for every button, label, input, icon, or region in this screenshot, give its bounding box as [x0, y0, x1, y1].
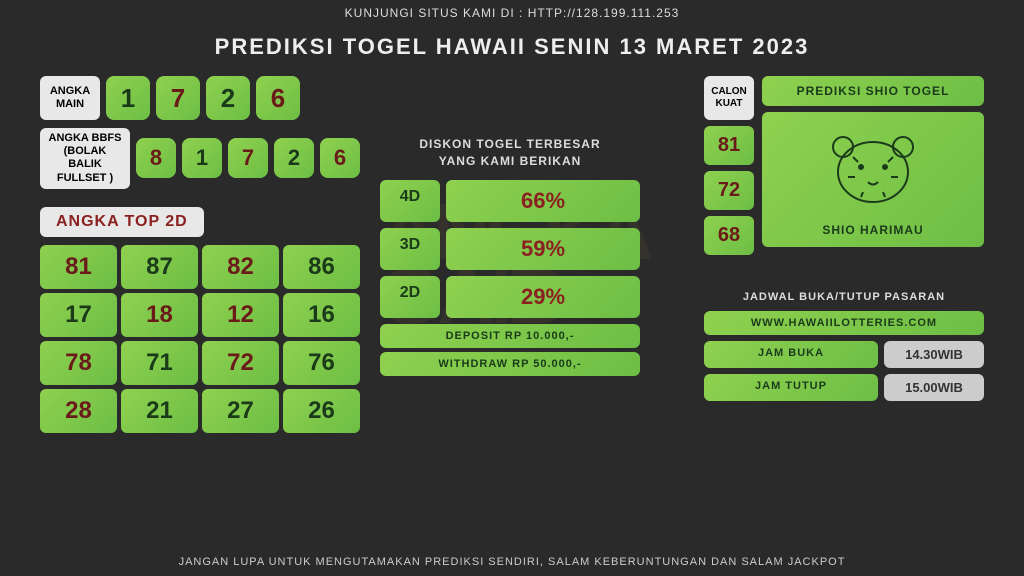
angka-main-row: ANGKA MAIN 1726 [40, 76, 360, 120]
calon-row: CALON KUAT 81 72 68 PREDIKSI SHIO TOGEL SH… [704, 76, 984, 261]
bbfs-ball: 6 [320, 138, 360, 178]
shio-title: PREDIKSI SHIO TOGEL [762, 76, 984, 106]
main-container: ANGKA MAIN 1726 ANGKA BBFS (BOLAK BALIK … [0, 76, 1024, 433]
diskon-key: 4D [380, 180, 440, 222]
top2d-cell: 27 [202, 389, 279, 433]
top2d-cell: 17 [40, 293, 117, 337]
jadwal-title: JADWAL BUKA/TUTUP PASARAN [704, 291, 984, 303]
footer: JANGAN LUPA UNTUK MENGUTAMAKAN PREDIKSI … [0, 556, 1024, 568]
top2d-cell: 18 [121, 293, 198, 337]
angka-bbfs-row: ANGKA BBFS (BOLAK BALIK FULLSET ) 81726 [40, 128, 360, 189]
top2d-cell: 76 [283, 341, 360, 385]
jam-buka-row: JAM BUKA 14.30WIB [704, 341, 984, 368]
angka-main-ball: 2 [206, 76, 250, 120]
top2d-cell: 86 [283, 245, 360, 289]
right-column: CALON KUAT 81 72 68 PREDIKSI SHIO TOGEL SH… [704, 76, 984, 433]
jam-tutup-label: JAM TUTUP [704, 374, 878, 401]
page-title: PREDIKSI TOGEL HAWAII SENIN 13 MARET 202… [0, 26, 1024, 76]
shio-name: SHIO HARIMAU [772, 223, 974, 237]
top-bar: KUNJUNGI SITUS KAMI DI : HTTP://128.199.… [0, 0, 1024, 26]
tiger-icon [813, 122, 933, 212]
bbfs-ball: 1 [182, 138, 222, 178]
bbfs-ball: 7 [228, 138, 268, 178]
top2d-cell: 16 [283, 293, 360, 337]
top2d-cell: 28 [40, 389, 117, 433]
diskon-value: 59% [446, 228, 640, 270]
angka-main-ball: 6 [256, 76, 300, 120]
top2d-label: ANGKA TOP 2D [40, 207, 204, 237]
calon-number: 72 [704, 171, 754, 210]
site-box: WWW.HAWAIILOTTERIES.COM [704, 311, 984, 335]
bbfs-ball: 8 [136, 138, 176, 178]
middle-column: DISKON TOGEL TERBESARYANG KAMI BERIKAN 4… [380, 76, 640, 433]
left-column: ANGKA MAIN 1726 ANGKA BBFS (BOLAK BALIK … [40, 76, 360, 433]
diskon-value: 66% [446, 180, 640, 222]
top2d-cell: 78 [40, 341, 117, 385]
top2d-cell: 87 [121, 245, 198, 289]
jam-tutup-row: JAM TUTUP 15.00WIB [704, 374, 984, 401]
withdraw-row: WITHDRAW RP 50.000,- [380, 352, 640, 376]
jam-buka-label: JAM BUKA [704, 341, 878, 368]
top2d-cell: 72 [202, 341, 279, 385]
diskon-key: 2D [380, 276, 440, 318]
diskon-title: DISKON TOGEL TERBESARYANG KAMI BERIKAN [380, 136, 640, 170]
deposit-row: DEPOSIT RP 10.000,- [380, 324, 640, 348]
calon-number: 81 [704, 126, 754, 165]
angka-main-label: ANGKA MAIN [40, 76, 100, 120]
angka-main-ball: 1 [106, 76, 150, 120]
top2d-cell: 82 [202, 245, 279, 289]
top2d-cell: 81 [40, 245, 117, 289]
top2d-cell: 26 [283, 389, 360, 433]
diskon-key: 3D [380, 228, 440, 270]
top2d-grid: 81878286 17181216 78717276 28212726 [40, 245, 360, 433]
shio-box: SHIO HARIMAU [762, 112, 984, 247]
top2d-cell: 21 [121, 389, 198, 433]
top2d-cell: 71 [121, 341, 198, 385]
bbfs-ball: 2 [274, 138, 314, 178]
calon-label: CALON KUAT [704, 76, 754, 120]
diskon-value: 29% [446, 276, 640, 318]
angka-bbfs-label: ANGKA BBFS (BOLAK BALIK FULLSET ) [40, 128, 130, 189]
diskon-row: 4D66% [380, 180, 640, 222]
calon-number: 68 [704, 216, 754, 255]
jam-buka-value: 14.30WIB [884, 341, 984, 368]
top2d-cell: 12 [202, 293, 279, 337]
angka-main-ball: 7 [156, 76, 200, 120]
jam-tutup-value: 15.00WIB [884, 374, 984, 401]
diskon-row: 2D29% [380, 276, 640, 318]
diskon-row: 3D59% [380, 228, 640, 270]
